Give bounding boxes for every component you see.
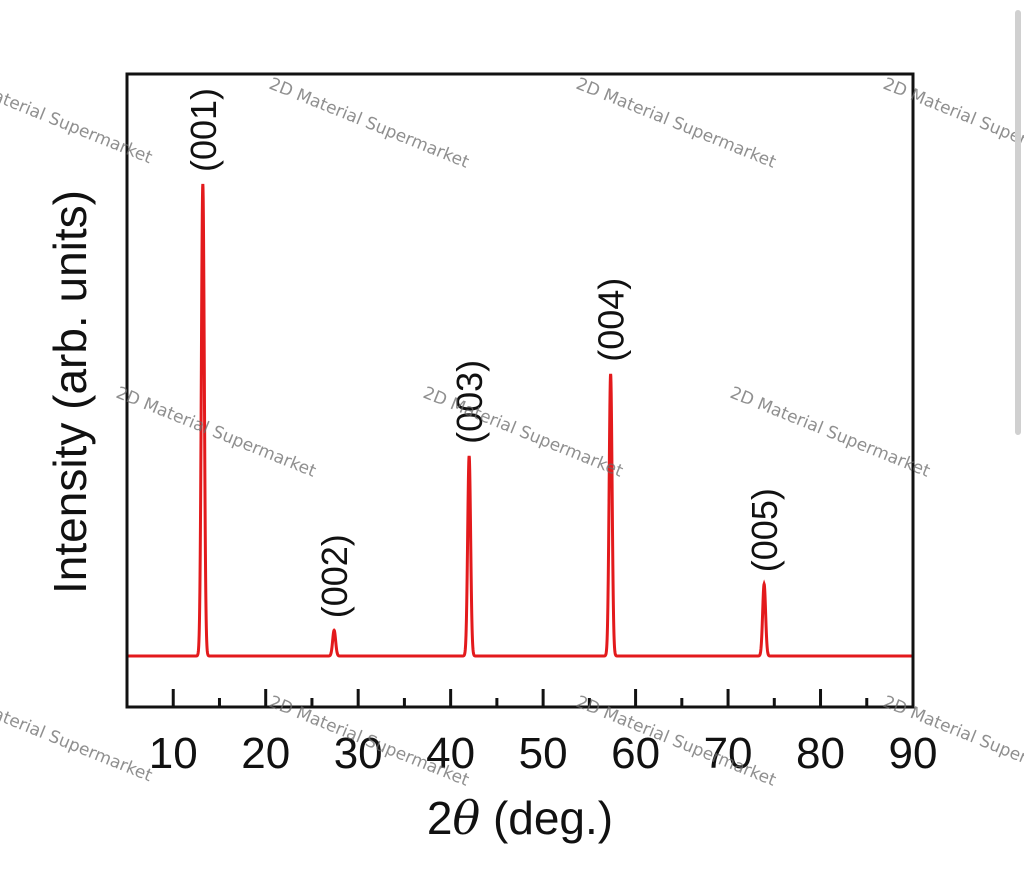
watermark: 2D Material Supermarket xyxy=(573,74,779,173)
peak-label: (003) xyxy=(449,360,490,444)
x-axis-title-prefix: 2 xyxy=(427,792,453,844)
x-tick-label: 10 xyxy=(149,729,198,778)
xrd-pattern-line xyxy=(127,183,913,658)
x-ticks xyxy=(125,689,915,707)
watermark: aterial Supermarket xyxy=(0,86,155,168)
peak-labels: (001) (002) (003) (004) (005) xyxy=(183,88,785,618)
theta-symbol: θ xyxy=(452,791,480,845)
y-axis-title: Intensity (arb. units) xyxy=(44,190,96,594)
peak-label: (002) xyxy=(314,534,355,618)
peak-label: (004) xyxy=(591,278,632,362)
x-axis-title-unit: (deg.) xyxy=(480,792,613,844)
watermark: 2D Material Supermarket xyxy=(266,74,472,173)
x-tick-label: 50 xyxy=(519,729,568,778)
x-axis-title: 2θ (deg.) xyxy=(427,791,613,845)
x-tick-label: 70 xyxy=(704,729,753,778)
watermark-layer: aterial Supermarket 2D Material Supermar… xyxy=(0,74,1024,791)
watermark: 2D Material Superm xyxy=(880,74,1024,156)
x-tick-label: 90 xyxy=(889,729,938,778)
x-tick-label: 60 xyxy=(611,729,660,778)
plot-frame xyxy=(125,72,915,709)
x-tick-label: 30 xyxy=(334,729,383,778)
x-tick-label: 80 xyxy=(796,729,845,778)
watermark: 2D Material Supermarket xyxy=(727,383,933,482)
x-tick-labels: 10 20 30 40 50 60 70 80 90 xyxy=(149,729,938,778)
watermark: aterial Supermarket xyxy=(0,704,155,786)
vertical-scrollbar[interactable] xyxy=(1015,10,1021,435)
peak-label: (005) xyxy=(744,488,785,572)
peak-label: (001) xyxy=(183,88,224,172)
x-tick-label: 20 xyxy=(241,729,290,778)
watermark: 2D Material Supermarket xyxy=(113,383,319,482)
x-tick-label: 40 xyxy=(426,729,475,778)
